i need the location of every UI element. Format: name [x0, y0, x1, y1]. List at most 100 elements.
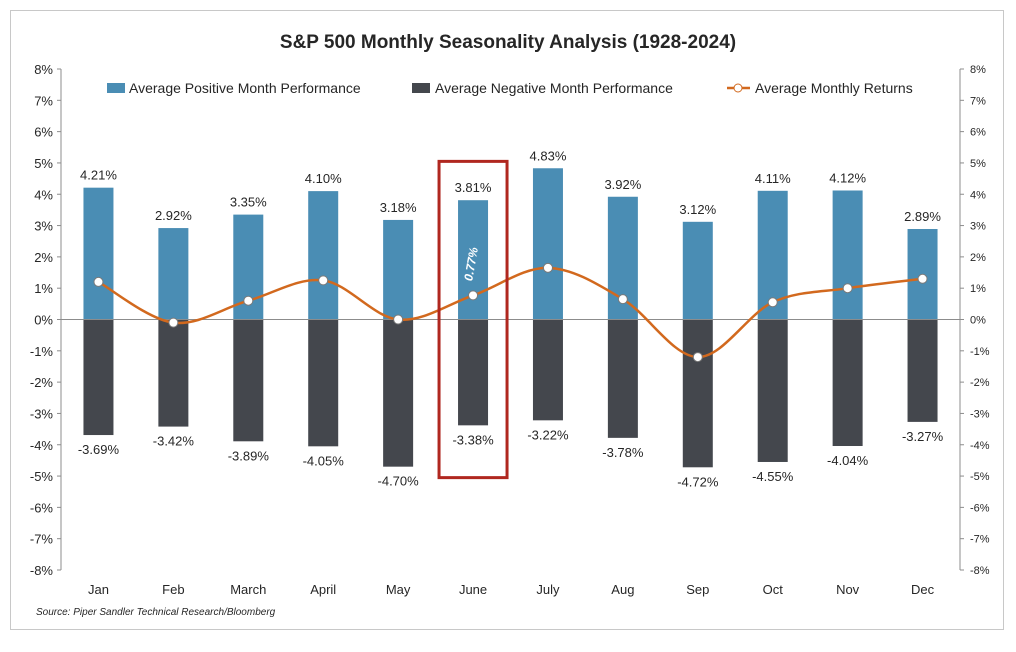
average-returns-point [692, 352, 703, 363]
x-category-label: May [386, 582, 411, 597]
negative-bar-label: -3.78% [602, 445, 644, 460]
x-category-label: Sep [686, 582, 709, 597]
legend-line-marker [733, 83, 743, 93]
y-tick-label: -2% [30, 375, 54, 390]
right-y-tick-label: -3% [970, 408, 990, 420]
y-tick-label: -4% [30, 438, 54, 453]
average-returns-point [842, 283, 853, 294]
average-returns-point [168, 317, 179, 328]
positive-bar-label: 2.92% [155, 208, 192, 223]
x-category-label: Jan [88, 582, 109, 597]
positive-bar [832, 190, 863, 320]
y-tick-label: -1% [30, 344, 54, 359]
right-y-tick-label: -4% [970, 440, 990, 452]
positive-bar-label: 4.83% [530, 148, 567, 163]
negative-bar [607, 319, 638, 438]
x-category-label: Feb [162, 582, 184, 597]
positive-bar-label: 3.18% [380, 200, 417, 215]
y-tick-label: 8% [34, 62, 53, 77]
x-category-label: Dec [911, 582, 935, 597]
x-category-label: April [310, 582, 336, 597]
legend-negative-swatch [412, 83, 430, 93]
negative-bar-label: -4.70% [378, 474, 420, 489]
negative-bar-label: -3.22% [527, 427, 569, 442]
highlight-value-label: 0.77% [461, 246, 481, 282]
x-category-label: March [230, 582, 266, 597]
y-tick-label: 4% [34, 187, 53, 202]
right-y-tick-label: 0% [970, 315, 986, 327]
negative-bar [832, 319, 863, 447]
right-y-tick-label: 7% [970, 95, 986, 107]
y-tick-label: -6% [30, 500, 54, 515]
source-note: Source: Piper Sandler Technical Research… [36, 607, 276, 618]
y-tick-label: 0% [34, 313, 53, 328]
y-tick-label: 6% [34, 125, 53, 140]
positive-bar-label: 4.10% [305, 171, 342, 186]
legend-negative-label: Average Negative Month Performance [435, 80, 673, 96]
negative-bar [757, 319, 788, 462]
y-tick-label: 2% [34, 250, 53, 265]
x-category-label: July [536, 582, 560, 597]
negative-bar-label: -4.55% [752, 469, 794, 484]
negative-bar [532, 319, 563, 421]
negative-bar-label: -4.05% [303, 453, 345, 468]
average-returns-point [468, 290, 479, 301]
negative-bar [158, 319, 189, 427]
right-y-tick-label: 6% [970, 127, 986, 139]
average-returns-point [542, 262, 553, 273]
right-y-tick-label: 5% [970, 158, 986, 170]
y-tick-label: -8% [30, 563, 54, 578]
right-y-tick-label: 2% [970, 252, 986, 264]
y-tick-label: -7% [30, 532, 54, 547]
positive-bar [158, 228, 189, 320]
y-tick-label: -5% [30, 469, 54, 484]
positive-bar-label: 3.92% [604, 177, 641, 192]
positive-bar-label: 4.21% [80, 168, 117, 183]
positive-bar-label: 4.12% [829, 170, 866, 185]
x-category-label: Aug [611, 582, 634, 597]
negative-bar [308, 319, 339, 447]
negative-bar [458, 319, 489, 426]
right-y-tick-label: 3% [970, 221, 986, 233]
right-y-tick-label: -8% [970, 565, 990, 577]
positive-bar [308, 191, 339, 320]
plot-area: 8% 8% 7% 7% 6% 6% 5% 5% 4% 4% 3% 3% 2% 2% 1% 1% 0% 0% -1% -… [30, 62, 990, 597]
average-returns-point [318, 275, 329, 286]
positive-bar-label: 3.81% [455, 180, 492, 195]
average-returns-point [917, 273, 928, 284]
negative-bar [682, 319, 713, 468]
negative-bar-label: -3.89% [228, 448, 270, 463]
right-y-tick-label: 1% [970, 283, 986, 295]
negative-bar-label: -4.04% [827, 453, 869, 468]
y-tick-label: 3% [34, 219, 53, 234]
y-tick-label: -3% [30, 406, 54, 421]
x-category-label: June [459, 582, 487, 597]
negative-bar-label: -3.27% [902, 429, 944, 444]
right-y-tick-label: -5% [970, 471, 990, 483]
positive-bar-label: 3.12% [679, 202, 716, 217]
average-returns-point [617, 294, 628, 305]
negative-bar-label: -3.69% [78, 442, 120, 457]
legend-line-label: Average Monthly Returns [755, 80, 913, 96]
average-returns-point [393, 314, 404, 325]
negative-bar-label: -4.72% [677, 474, 719, 489]
average-returns-point [93, 276, 104, 287]
legend-positive-label: Average Positive Month Performance [129, 80, 361, 96]
negative-bar [907, 319, 938, 422]
x-category-label: Nov [836, 582, 860, 597]
right-y-tick-label: -2% [970, 377, 990, 389]
positive-bar [83, 187, 114, 320]
negative-bar [383, 319, 414, 467]
average-returns-point [767, 297, 778, 308]
negative-bar [233, 319, 264, 442]
chart-title: S&P 500 Monthly Seasonality Analysis (19… [280, 32, 736, 53]
positive-bar [682, 221, 713, 320]
y-tick-label: 7% [34, 93, 53, 108]
right-y-tick-label: -7% [970, 534, 990, 546]
negative-bar-label: -3.38% [452, 432, 494, 447]
negative-bar-label: -3.42% [153, 434, 195, 449]
right-y-tick-label: 4% [970, 189, 986, 201]
average-returns-line [97, 266, 923, 359]
positive-bar-label: 2.89% [904, 209, 941, 224]
